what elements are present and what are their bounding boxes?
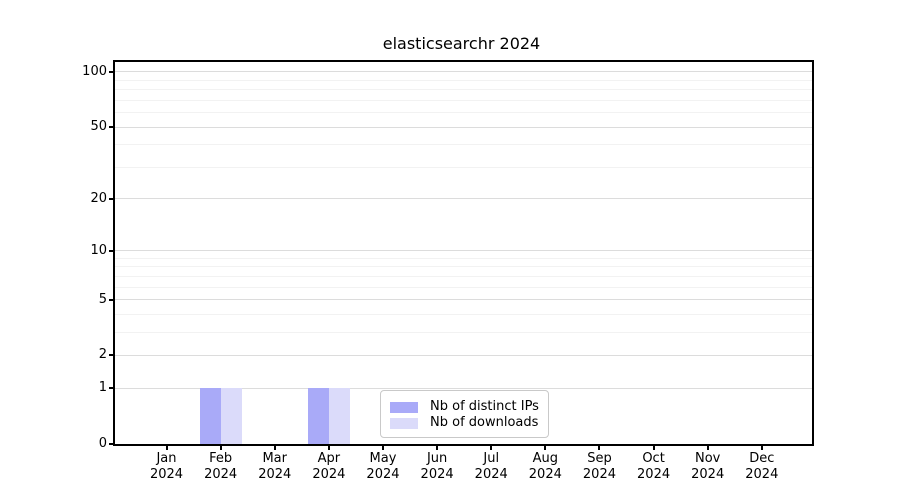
gridline-10 <box>115 250 812 252</box>
x-tick-3 <box>327 444 330 450</box>
gridline-1 <box>115 387 812 389</box>
y-tick-label-10: 10 <box>90 242 107 258</box>
y-tick-1 <box>109 387 115 390</box>
gridline-minor-30 <box>115 166 812 168</box>
y-tick-label-2: 2 <box>98 347 107 363</box>
x-tick-4 <box>381 444 384 450</box>
y-tick-label-1: 1 <box>98 380 107 396</box>
x-tick-label-9: Oct 2024 <box>637 451 671 482</box>
gridline-20 <box>115 198 812 200</box>
gridline-minor-7 <box>115 275 812 277</box>
x-tick-5 <box>436 444 439 450</box>
x-tick-label-1: Feb 2024 <box>204 451 238 482</box>
x-tick-label-8: Sep 2024 <box>582 451 616 482</box>
gridline-minor-90 <box>115 79 812 81</box>
legend-item-distinct-ips: Nb of distinct IPs <box>390 399 539 415</box>
legend-label-distinct-ips: Nb of distinct IPs <box>430 399 539 414</box>
plot-area: Nb of distinct IPs Nb of downloads 0 1 2 5 1… <box>82 60 814 482</box>
gridline-50 <box>115 126 812 128</box>
y-tick-label-50: 50 <box>90 119 107 135</box>
x-tick-label-11: Dec 2024 <box>745 451 779 482</box>
x-tick-1 <box>219 444 222 450</box>
gridline-minor-8 <box>115 266 812 268</box>
y-tick-label-100: 100 <box>82 63 107 79</box>
gridline-100 <box>115 71 812 73</box>
bar-downloads-apr <box>328 388 350 444</box>
chart-title: elasticsearchr 2024 <box>382 34 541 53</box>
y-tick-0 <box>109 443 115 445</box>
x-tick-2 <box>273 444 276 450</box>
x-tick-0 <box>165 444 168 450</box>
gridline-minor-9 <box>115 257 812 259</box>
bar-downloads-feb <box>220 388 242 444</box>
y-tick-50 <box>109 126 115 129</box>
gridline-minor-80 <box>115 89 812 91</box>
y-tick-5 <box>109 298 115 301</box>
x-tick-label-10: Nov 2024 <box>691 451 725 482</box>
x-tick-label-4: May 2024 <box>366 451 400 482</box>
gridline-minor-60 <box>115 112 812 114</box>
x-tick-10 <box>706 444 709 450</box>
y-tick-10 <box>109 249 115 252</box>
gridline-minor-6 <box>115 286 812 288</box>
legend-label-downloads: Nb of downloads <box>430 415 539 430</box>
x-tick-11 <box>760 444 763 450</box>
bar-distinct-ips-apr <box>307 388 329 444</box>
x-tick-label-2: Mar 2024 <box>258 451 292 482</box>
x-tick-label-3: Apr 2024 <box>312 451 346 482</box>
y-tick-label-0: 0 <box>98 436 107 451</box>
y-tick-label-20: 20 <box>90 190 107 206</box>
x-tick-label-6: Jul 2024 <box>474 451 508 482</box>
legend-swatch-distinct-ips-icon <box>390 401 418 413</box>
x-tick-9 <box>652 444 655 450</box>
x-tick-7 <box>544 444 547 450</box>
gridline-5 <box>115 299 812 301</box>
legend: Nb of distinct IPs Nb of downloads <box>380 390 549 438</box>
gridline-minor-4 <box>115 313 812 315</box>
x-tick-8 <box>598 444 601 450</box>
bar-distinct-ips-feb <box>199 388 221 444</box>
x-tick-6 <box>490 444 493 450</box>
x-tick-label-7: Aug 2024 <box>528 451 562 482</box>
y-tick-20 <box>109 197 115 200</box>
y-tick-100 <box>109 70 115 73</box>
legend-item-downloads: Nb of downloads <box>390 415 539 431</box>
gridline-minor-40 <box>115 144 812 146</box>
gridline-2 <box>115 354 812 356</box>
y-tick-2 <box>109 354 115 357</box>
y-tick-label-5: 5 <box>98 291 107 307</box>
legend-swatch-downloads-icon <box>390 417 418 429</box>
gridline-minor-3 <box>115 331 812 333</box>
x-tick-label-0: Jan 2024 <box>149 451 184 482</box>
gridline-minor-70 <box>115 99 812 101</box>
x-tick-label-5: Jun 2024 <box>420 451 454 482</box>
